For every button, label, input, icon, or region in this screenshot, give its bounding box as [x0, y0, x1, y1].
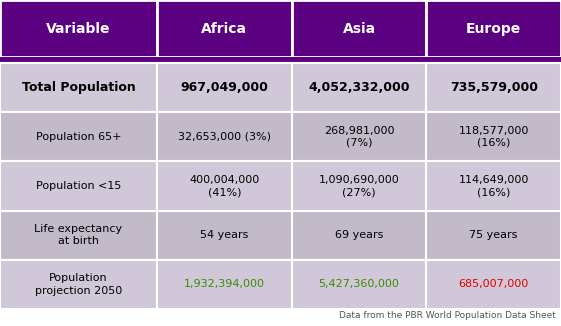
Text: 4,052,332,000: 4,052,332,000 [309, 81, 410, 94]
Bar [426, 0, 561, 57]
Text: Europe: Europe [466, 22, 521, 36]
Text: 1,932,394,000: 1,932,394,000 [184, 279, 265, 289]
Text: 75 years: 75 years [470, 230, 518, 240]
Bar [0, 112, 157, 161]
Bar [0, 161, 157, 211]
Text: Life expectancy
at birth: Life expectancy at birth [34, 224, 123, 246]
Text: 54 years: 54 years [200, 230, 249, 240]
Bar [292, 211, 426, 260]
Text: Population 65+: Population 65+ [36, 132, 121, 142]
Text: Total Population: Total Population [22, 81, 135, 94]
Text: 735,579,000: 735,579,000 [450, 81, 537, 94]
Bar [292, 112, 426, 161]
Text: 69 years: 69 years [335, 230, 383, 240]
Text: Population
projection 2050: Population projection 2050 [35, 273, 122, 296]
Bar [0, 260, 157, 309]
Text: 1,090,690,000
(27%): 1,090,690,000 (27%) [319, 175, 399, 197]
Bar [157, 63, 292, 112]
Bar [157, 161, 292, 211]
Text: Population <15: Population <15 [36, 181, 121, 191]
Bar [0, 63, 157, 112]
Bar [426, 260, 561, 309]
Bar [292, 161, 426, 211]
Bar [157, 0, 292, 57]
Text: 118,577,000
(16%): 118,577,000 (16%) [458, 126, 529, 148]
Text: 5,427,360,000: 5,427,360,000 [319, 279, 399, 289]
Text: 114,649,000
(16%): 114,649,000 (16%) [458, 175, 529, 197]
Bar [426, 161, 561, 211]
Text: Africa: Africa [201, 22, 247, 36]
Bar [292, 0, 426, 57]
Text: Variable: Variable [47, 22, 111, 36]
Bar [426, 112, 561, 161]
Bar [292, 260, 426, 309]
Text: Data from the PBR World Population Data Sheet: Data from the PBR World Population Data … [338, 311, 555, 320]
Text: 685,007,000: 685,007,000 [458, 279, 529, 289]
Text: 32,653,000 (3%): 32,653,000 (3%) [178, 132, 271, 142]
Bar [157, 260, 292, 309]
Text: Asia: Asia [342, 22, 376, 36]
Bar [0, 211, 157, 260]
Bar [0, 57, 561, 63]
Bar [0, 0, 157, 57]
Text: 967,049,000: 967,049,000 [181, 81, 268, 94]
Bar [426, 211, 561, 260]
Text: 268,981,000
(7%): 268,981,000 (7%) [324, 126, 394, 148]
Bar [292, 63, 426, 112]
Bar [426, 63, 561, 112]
Text: 400,004,000
(41%): 400,004,000 (41%) [189, 175, 260, 197]
Bar [157, 211, 292, 260]
Bar [157, 112, 292, 161]
